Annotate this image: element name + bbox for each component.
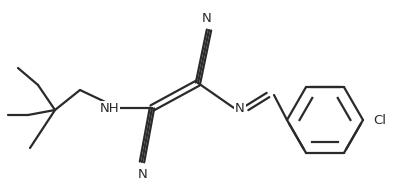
Text: N: N xyxy=(202,12,212,24)
Text: N: N xyxy=(235,102,245,114)
Text: N: N xyxy=(138,168,148,181)
Text: NH: NH xyxy=(100,102,120,114)
Text: Cl: Cl xyxy=(373,113,386,126)
